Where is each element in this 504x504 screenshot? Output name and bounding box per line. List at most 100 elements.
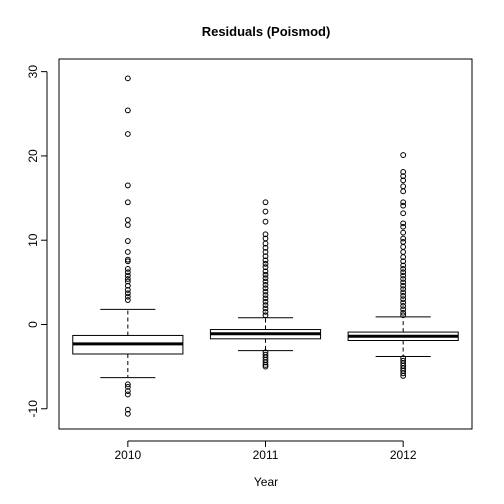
outlier-point <box>400 238 407 245</box>
outlier-point <box>124 249 131 255</box>
y-tick-label: 0 <box>26 321 40 328</box>
outlier-point <box>124 269 131 276</box>
outlier-point <box>124 272 131 279</box>
outlier-point <box>400 254 407 260</box>
outlier-point <box>262 292 269 298</box>
outlier-point <box>262 253 269 260</box>
outlier-point <box>124 410 131 417</box>
outlier-point <box>124 199 131 206</box>
outlier-point <box>262 240 269 247</box>
outlier-point <box>124 217 131 223</box>
outlier-point <box>262 257 269 264</box>
outlier-point <box>124 107 131 114</box>
outlier-point <box>124 131 131 137</box>
outlier-point <box>124 278 131 285</box>
y-tick-label: 10 <box>26 233 40 247</box>
outlier-point <box>124 222 131 228</box>
outlier-point <box>400 282 407 289</box>
y-tick-label: 20 <box>26 149 40 163</box>
x-tick-label-2011: 2011 <box>253 448 279 462</box>
y-tick-label: -10 <box>26 400 40 418</box>
box-2011 <box>209 199 322 370</box>
x-axis-label: Year <box>254 475 278 489</box>
outlier-point <box>262 285 269 292</box>
outlier-point <box>400 183 407 190</box>
outlier-point <box>124 256 131 263</box>
outlier-point <box>262 208 269 215</box>
outlier-point <box>124 406 131 413</box>
chart-title: Residuals (Poismod) <box>202 24 331 39</box>
outlier-point <box>400 370 407 377</box>
outlier-point <box>262 218 269 225</box>
outlier-point <box>400 279 407 286</box>
outlier-point <box>400 309 407 316</box>
outlier-point <box>400 292 407 299</box>
outlier-point <box>124 383 131 390</box>
outlier-point <box>262 281 269 288</box>
outlier-point <box>124 381 131 388</box>
outlier-point <box>400 269 407 276</box>
outlier-point <box>400 312 407 319</box>
outlier-point <box>400 244 407 250</box>
outlier-point <box>262 278 269 285</box>
outlier-point <box>124 391 131 398</box>
outlier-point <box>262 363 269 370</box>
outlier-point <box>262 275 269 282</box>
outlier-point <box>400 210 407 217</box>
outlier-point <box>400 188 407 195</box>
outlier-point <box>400 276 407 282</box>
outlier-point <box>400 299 407 306</box>
outlier-point <box>124 297 131 303</box>
outlier-point <box>400 296 407 303</box>
outlier-point <box>124 287 131 293</box>
outlier-point <box>400 258 407 265</box>
outlier-point <box>262 244 269 251</box>
x-tick-label-2010: 2010 <box>114 448 141 462</box>
outlier-point <box>400 169 407 175</box>
outlier-point <box>124 238 131 244</box>
outlier-point <box>262 302 269 309</box>
outlier-point <box>262 305 269 312</box>
outlier-point <box>124 258 131 265</box>
axes: -10 0 10 20 30 2010 2011 2012 <box>26 65 417 462</box>
outlier-point <box>400 249 407 255</box>
outlier-point <box>262 288 269 295</box>
outlier-point <box>262 359 269 366</box>
outlier-point <box>400 265 407 272</box>
outlier-point <box>262 308 269 315</box>
outlier-point <box>124 182 131 189</box>
outlier-point <box>262 249 269 255</box>
outlier-point <box>262 271 269 278</box>
outlier-point <box>262 312 269 319</box>
outlier-point <box>400 202 407 209</box>
outlier-point <box>124 388 131 394</box>
outlier-point <box>124 290 131 297</box>
outlier-point <box>262 295 269 302</box>
outlier-point <box>400 177 407 184</box>
outlier-point <box>400 303 407 309</box>
outlier-point <box>400 262 407 269</box>
outlier-point <box>124 265 131 272</box>
outlier-point <box>124 75 131 82</box>
outlier-point <box>262 268 269 275</box>
outlier-point <box>400 220 407 227</box>
outlier-point <box>262 260 269 267</box>
box-2010 <box>72 75 184 417</box>
boxes <box>72 75 459 417</box>
outlier-point <box>262 362 269 368</box>
outlier-point <box>400 152 407 158</box>
outlier-point <box>124 282 131 289</box>
outlier-point <box>262 298 269 305</box>
outlier-point <box>400 289 407 296</box>
box-2012 <box>347 152 459 379</box>
outlier-point <box>400 199 407 206</box>
outlier-point <box>400 373 407 379</box>
plot-frame <box>58 58 473 430</box>
outlier-point <box>124 293 131 300</box>
y-tick-label: 30 <box>26 65 40 79</box>
x-tick-label-2012: 2012 <box>390 448 417 462</box>
outlier-point <box>262 199 269 206</box>
outlier-point <box>400 223 407 230</box>
outlier-point <box>124 276 131 282</box>
